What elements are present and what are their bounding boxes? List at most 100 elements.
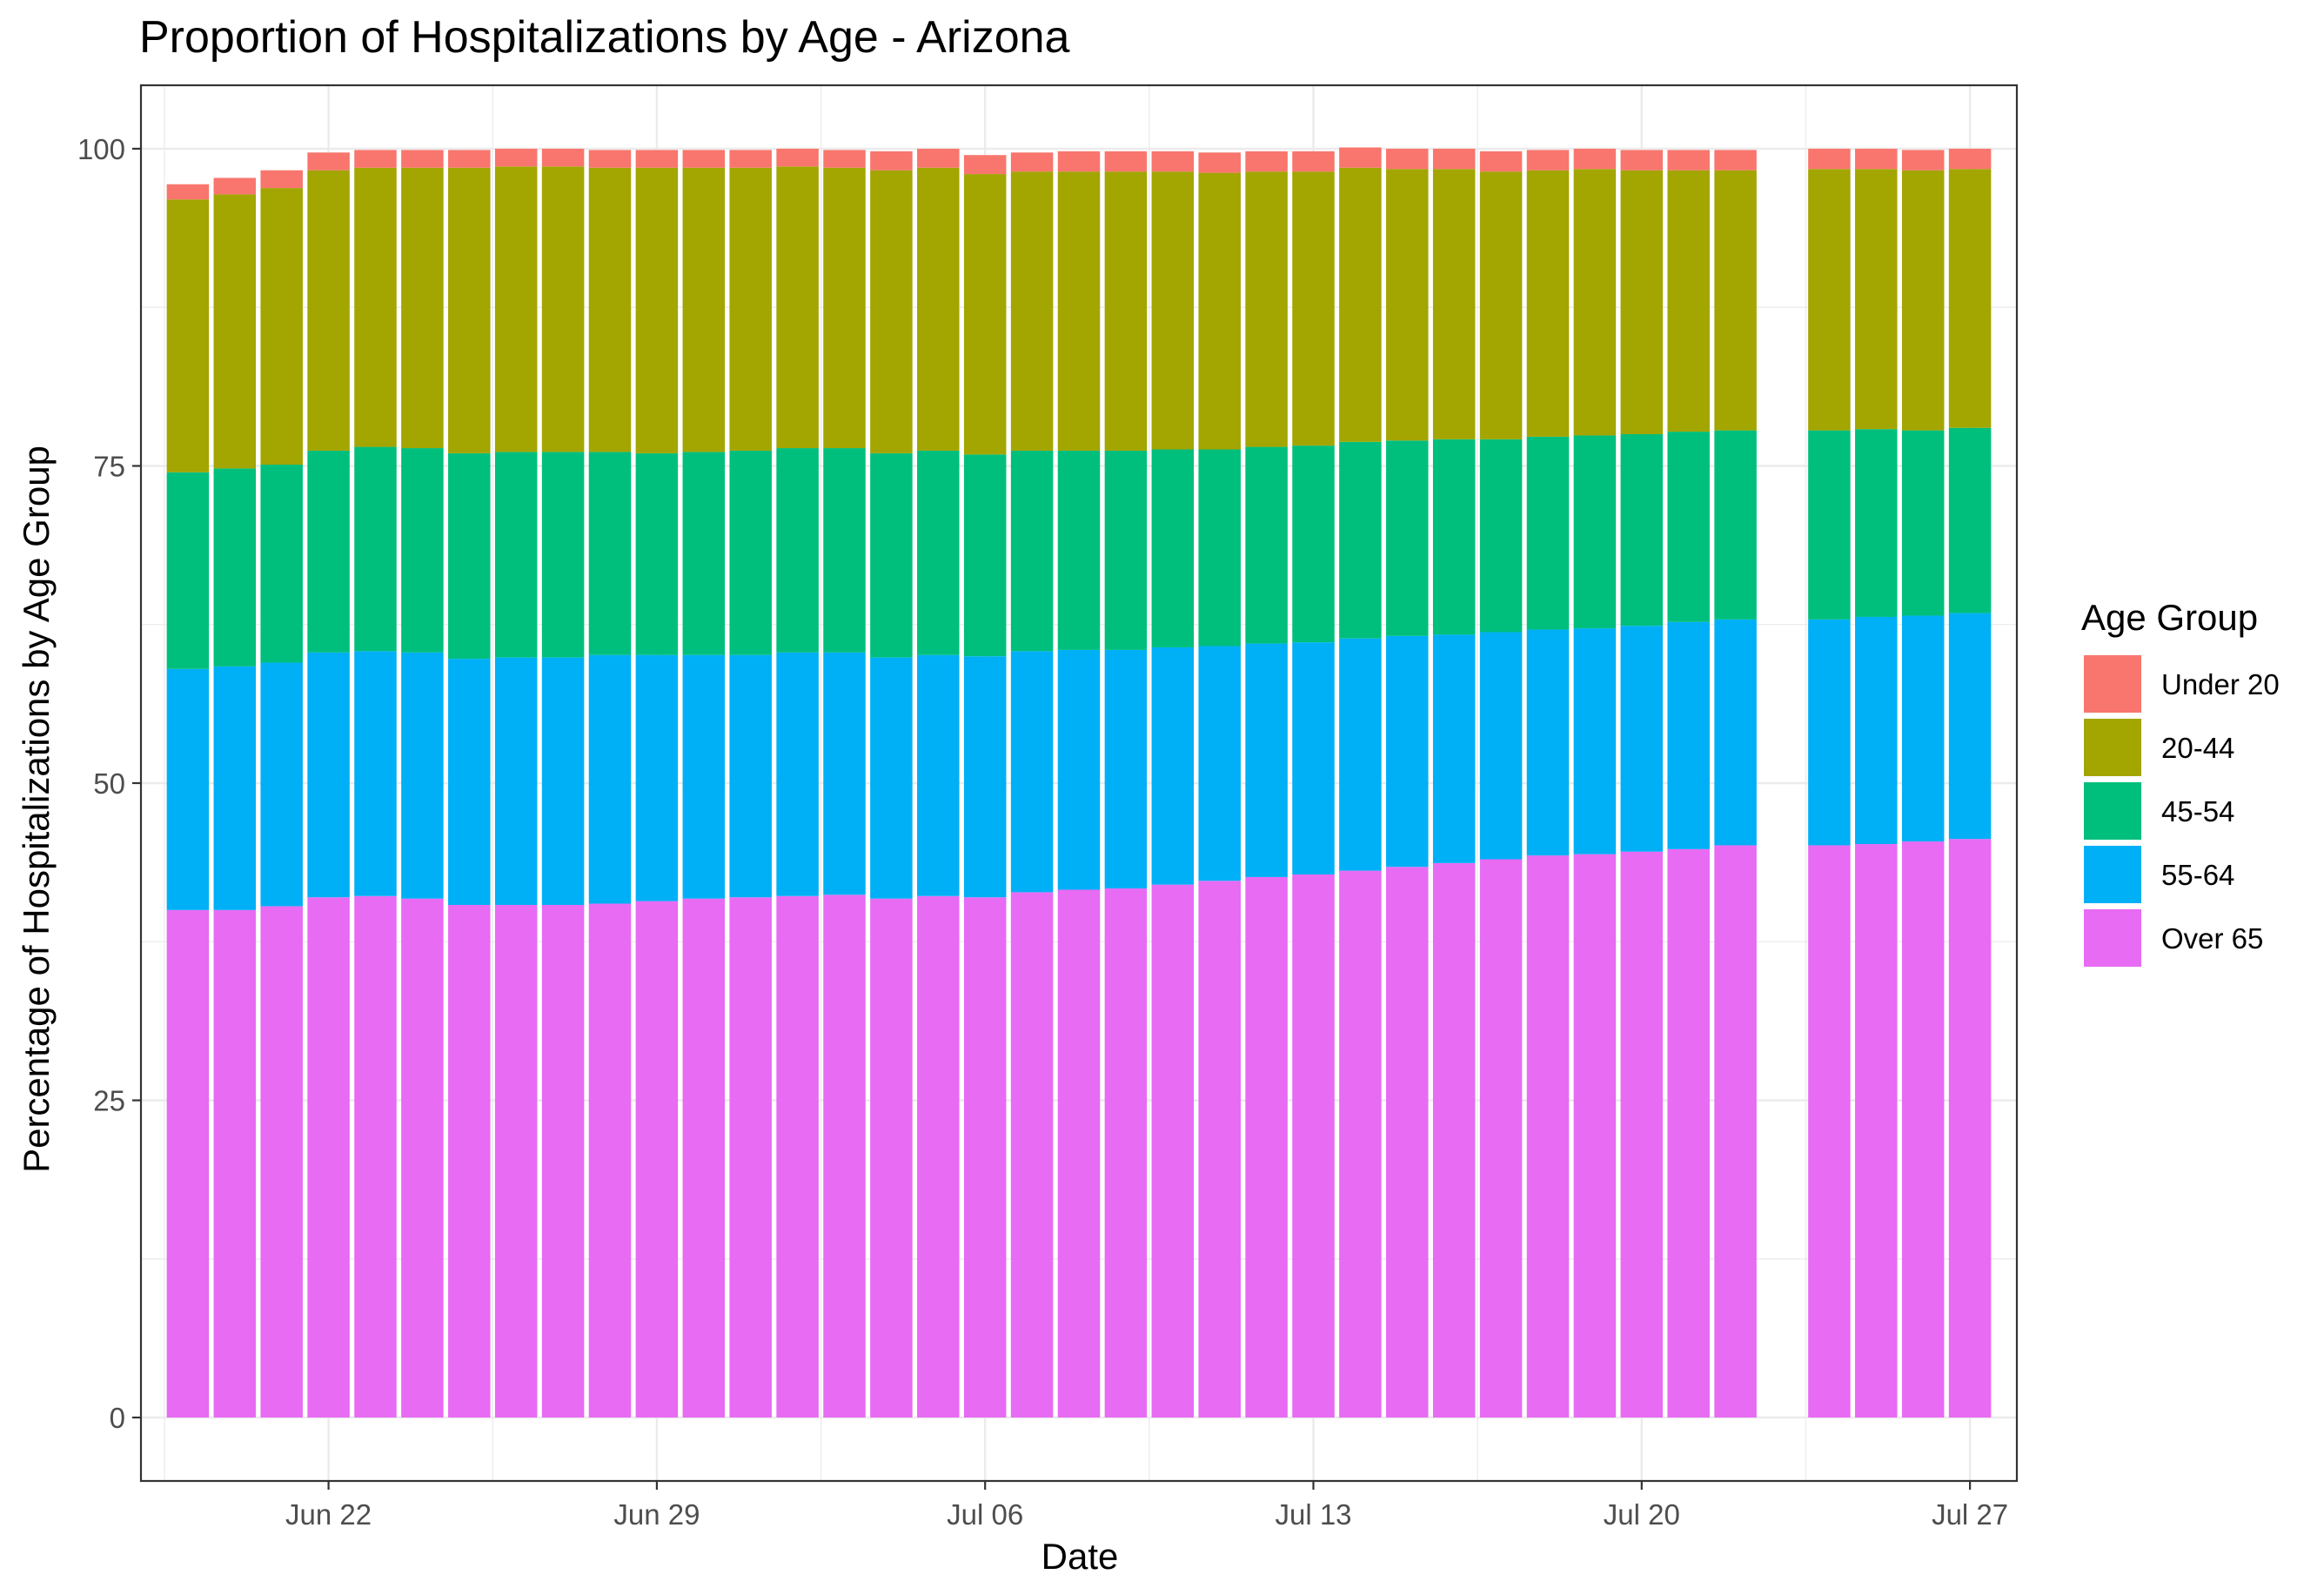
bar-segment bbox=[1808, 845, 1851, 1418]
bar-segment bbox=[870, 452, 913, 658]
bar-segment bbox=[870, 898, 913, 1418]
bar-segment bbox=[1057, 649, 1101, 890]
bar-segment bbox=[1245, 643, 1288, 877]
legend-items: Under 20 20-44 45-54 55-64 Over 65 bbox=[2084, 655, 2280, 967]
bar-segment bbox=[1432, 439, 1476, 635]
bar-segment bbox=[917, 148, 960, 168]
bar-segment bbox=[307, 652, 350, 898]
y-axis-title: Percentage of Hospitalizations by Age Gr… bbox=[16, 446, 57, 1173]
legend-label: 20-44 bbox=[2161, 732, 2234, 764]
bar-segment bbox=[494, 452, 538, 658]
bar-segment bbox=[1714, 845, 1757, 1418]
bar-segment bbox=[401, 448, 444, 653]
bar-segment bbox=[963, 656, 1007, 898]
bar-segment bbox=[823, 448, 866, 653]
bar-segment bbox=[1245, 171, 1288, 447]
bar-segment bbox=[1948, 148, 1992, 170]
y-tick-label: 0 bbox=[110, 1402, 125, 1434]
bar-segment bbox=[448, 167, 491, 453]
bar-segment bbox=[213, 194, 257, 469]
bar-segment bbox=[682, 167, 726, 452]
bar-segment bbox=[1855, 429, 1898, 617]
bar-segment bbox=[1667, 848, 1710, 1418]
bar-segment bbox=[635, 901, 679, 1418]
bar-segment bbox=[1198, 881, 1241, 1418]
bar-segment bbox=[682, 452, 726, 655]
bar-segment bbox=[1432, 862, 1476, 1418]
legend-key bbox=[2084, 909, 2141, 967]
bar-segment bbox=[1901, 841, 1945, 1418]
legend-label: 45-54 bbox=[2161, 795, 2234, 828]
bar-segment bbox=[1386, 440, 1429, 636]
bar-segment bbox=[729, 150, 772, 168]
bar-segment bbox=[1901, 430, 1945, 616]
bar-segment bbox=[588, 452, 632, 655]
bar-segment bbox=[1386, 148, 1429, 170]
bar-segment bbox=[1339, 167, 1382, 442]
bar-segment bbox=[1620, 150, 1664, 171]
bar-segment bbox=[166, 668, 210, 910]
bar-segment bbox=[448, 659, 491, 905]
bar-segment bbox=[1901, 170, 1945, 431]
bar-segment bbox=[1151, 884, 1195, 1418]
bar-segment bbox=[1808, 430, 1851, 620]
bar-segment bbox=[1901, 150, 1945, 171]
bar-segment bbox=[213, 666, 257, 910]
bar-segment bbox=[1245, 446, 1288, 644]
bar-segment bbox=[1104, 888, 1148, 1418]
bar-segment bbox=[1151, 171, 1195, 450]
bar-segment bbox=[1714, 170, 1757, 431]
bar-segment bbox=[448, 452, 491, 660]
bar-segment bbox=[1526, 436, 1570, 630]
bar-segment bbox=[1057, 450, 1101, 650]
bar-segment bbox=[1620, 170, 1664, 434]
x-tick-label: Jul 06 bbox=[947, 1498, 1023, 1531]
bar-segment bbox=[1104, 450, 1148, 650]
x-axis-title: Date bbox=[1041, 1536, 1119, 1577]
bar-segment bbox=[448, 904, 491, 1418]
bar-segment bbox=[260, 188, 303, 465]
legend-key bbox=[2084, 655, 2141, 713]
bar-segment bbox=[260, 662, 303, 907]
bar-segment bbox=[823, 167, 866, 449]
bar-segment bbox=[1432, 169, 1476, 439]
bar-segment bbox=[1808, 148, 1851, 170]
bar-segment bbox=[166, 909, 210, 1418]
x-tick-label: Jun 29 bbox=[613, 1498, 700, 1531]
bar-segment bbox=[541, 904, 585, 1418]
bar-segment bbox=[213, 178, 257, 195]
bar-segment bbox=[1104, 649, 1148, 889]
bar-segment bbox=[682, 654, 726, 899]
bar-segment bbox=[963, 897, 1007, 1418]
bar-segment bbox=[1386, 635, 1429, 868]
bar-segment bbox=[1573, 854, 1617, 1418]
bar-segment bbox=[1479, 171, 1523, 439]
bar-segment bbox=[1432, 148, 1476, 170]
plot-panel bbox=[139, 84, 2019, 1483]
bar-segment bbox=[917, 167, 960, 451]
bar-segment bbox=[1479, 632, 1523, 860]
legend-key bbox=[2084, 782, 2141, 840]
y-tick-label: 75 bbox=[93, 450, 125, 482]
bar-segment bbox=[1057, 151, 1101, 172]
bar-segment bbox=[541, 148, 585, 167]
bar-segment bbox=[917, 450, 960, 655]
bar-segment bbox=[307, 152, 350, 171]
bar-segment bbox=[1479, 439, 1523, 633]
bar-segment bbox=[1526, 150, 1570, 171]
bar-segment bbox=[870, 151, 913, 171]
bar-segment bbox=[1573, 628, 1617, 854]
bar-segment bbox=[1620, 434, 1664, 626]
bar-segment bbox=[354, 895, 397, 1418]
bar-segment bbox=[1479, 859, 1523, 1418]
bar-segment bbox=[1292, 171, 1335, 446]
bar-segment bbox=[354, 651, 397, 896]
bar-segment bbox=[1292, 151, 1335, 172]
bar-segment bbox=[307, 450, 350, 653]
bar-segment bbox=[1057, 171, 1101, 451]
bars bbox=[166, 147, 1992, 1418]
bar-segment bbox=[1198, 646, 1241, 881]
bar-segment bbox=[1386, 169, 1429, 441]
bar-segment bbox=[260, 170, 303, 189]
bar-segment bbox=[729, 654, 772, 898]
